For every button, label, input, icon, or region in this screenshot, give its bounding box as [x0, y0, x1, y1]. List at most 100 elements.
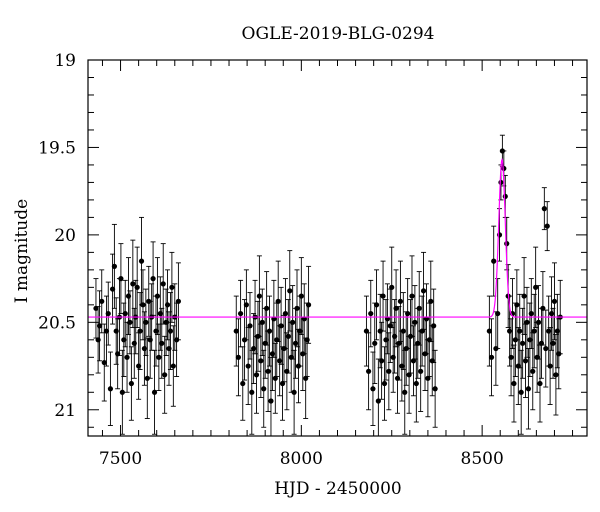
data-point: [265, 368, 271, 374]
data-point: [169, 284, 175, 290]
data-point: [488, 354, 495, 360]
data-point: [233, 328, 239, 334]
data-point: [249, 389, 255, 395]
data-point: [159, 340, 165, 346]
data-point: [127, 319, 133, 325]
data-point: [258, 358, 264, 364]
data-point: [370, 386, 376, 392]
data-point: [291, 389, 297, 395]
data-point: [99, 298, 105, 304]
data-point: [162, 372, 168, 378]
data-point: [287, 288, 293, 294]
data-point: [138, 258, 145, 264]
data-point: [368, 310, 374, 317]
data-point: [412, 319, 418, 325]
data-point: [240, 380, 246, 387]
data-point: [502, 193, 508, 200]
data-point: [282, 310, 289, 317]
data-point: [379, 358, 385, 364]
data-point: [373, 302, 380, 308]
data-point: [551, 298, 558, 304]
data-point: [524, 319, 530, 325]
data-point: [118, 276, 124, 282]
data-point: [486, 328, 492, 334]
data-point: [290, 319, 296, 325]
y-tick-label: 20: [54, 226, 76, 246]
data-point: [431, 323, 437, 329]
data-point: [381, 380, 388, 387]
data-point: [418, 368, 424, 374]
data-point: [495, 310, 501, 317]
x-tick-label: 8500: [461, 449, 504, 469]
data-point: [518, 389, 524, 395]
data-point: [537, 380, 543, 387]
data-point: [397, 298, 404, 304]
data-point: [259, 319, 265, 325]
y-tick-label: 21: [54, 401, 76, 421]
data-point: [285, 333, 291, 339]
data-point: [504, 241, 510, 247]
data-point: [111, 263, 117, 269]
model-curve: [88, 157, 587, 318]
data-point: [365, 368, 372, 374]
data-point: [553, 372, 559, 378]
data-point: [268, 398, 274, 404]
data-point: [107, 386, 114, 392]
data-point: [508, 354, 514, 360]
axes-layer: 7500 8000 8500 19 19.5 20 20.5 21: [38, 51, 587, 469]
data-point: [501, 165, 507, 172]
data-point: [151, 389, 158, 395]
data-point: [96, 323, 103, 329]
data-point: [160, 281, 166, 287]
data-point: [543, 345, 549, 352]
data-point: [413, 380, 419, 387]
data-point: [547, 363, 553, 369]
data-point: [175, 298, 181, 304]
data-point: [544, 223, 550, 229]
data-point: [416, 305, 422, 311]
data-point: [531, 328, 537, 334]
data-point: [521, 293, 527, 299]
data-point: [372, 340, 378, 346]
data-point: [144, 375, 150, 381]
data-point: [550, 340, 556, 346]
data-point: [278, 323, 284, 329]
data-point: [143, 319, 149, 325]
data-point: [294, 305, 300, 311]
data-point: [150, 276, 156, 282]
data-point: [491, 258, 497, 264]
data-point: [386, 368, 392, 374]
data-point: [124, 354, 130, 360]
data-point: [122, 310, 128, 317]
data-point: [522, 358, 529, 364]
data-point: [517, 328, 523, 334]
x-tick-label: 7500: [99, 449, 142, 469]
data-point: [525, 386, 532, 392]
data-point: [170, 363, 176, 369]
data-point: [498, 179, 504, 186]
data-point: [253, 372, 260, 378]
y-axis-label: I magnitude: [12, 199, 32, 303]
data-point: [535, 319, 542, 325]
data-point: [243, 302, 249, 308]
data-point: [298, 293, 304, 299]
data-point: [130, 281, 136, 287]
data-point: [275, 298, 281, 304]
data-point: [428, 298, 434, 304]
data-point: [405, 310, 411, 317]
data-point: [137, 328, 143, 334]
data-point: [164, 302, 171, 308]
data-point: [109, 286, 116, 292]
data-point: [156, 354, 162, 360]
data-point: [140, 302, 146, 308]
data-point: [511, 380, 517, 387]
data-point: [128, 380, 134, 387]
y-tick-label: 19: [54, 51, 76, 71]
data-point: [402, 389, 408, 395]
data-point: [119, 389, 125, 395]
data-point: [103, 328, 110, 334]
data-point: [105, 310, 111, 317]
data-point: [530, 368, 536, 374]
data-point: [247, 323, 253, 329]
data-point: [235, 354, 242, 360]
